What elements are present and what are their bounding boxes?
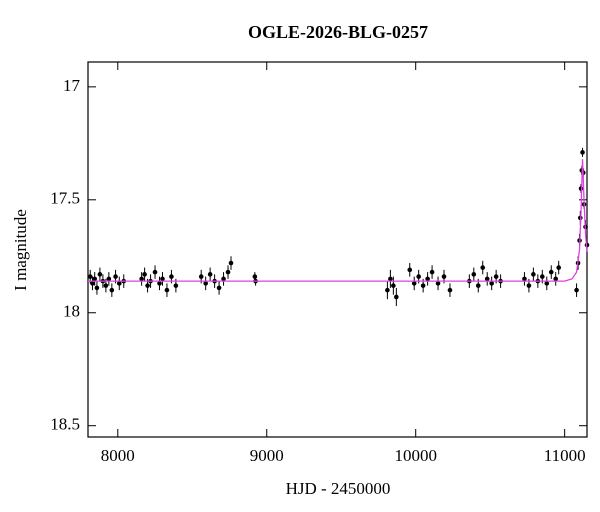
data-point	[556, 265, 561, 270]
y-tick-label: 17.5	[50, 189, 80, 208]
y-tick-label: 17	[63, 76, 81, 95]
data-point	[142, 272, 147, 277]
data-point	[531, 272, 536, 277]
data-point	[544, 281, 550, 286]
data-point	[203, 281, 208, 286]
data-point	[416, 274, 421, 279]
data-point	[207, 272, 213, 277]
data-point	[548, 269, 554, 275]
data-point	[157, 281, 162, 286]
data-point	[106, 276, 112, 282]
data-point	[553, 276, 559, 282]
data-point	[173, 283, 179, 288]
data-point	[489, 281, 494, 286]
chart-title: OGLE-2026-BLG-0257	[248, 22, 428, 42]
data-point	[391, 283, 396, 288]
data-point	[164, 287, 170, 293]
data-point	[90, 281, 95, 286]
data-point	[221, 276, 226, 282]
data-point	[580, 150, 585, 155]
data-point	[480, 265, 486, 270]
data-point	[145, 283, 150, 288]
data-point	[407, 267, 413, 273]
data-point	[92, 276, 98, 282]
data-point	[225, 269, 231, 275]
data-point	[388, 276, 393, 282]
data-point	[435, 281, 441, 286]
data-point	[411, 281, 417, 286]
data-point	[447, 287, 453, 293]
data-point	[484, 276, 490, 282]
data-point	[198, 274, 204, 279]
data-point	[252, 274, 258, 279]
data-point	[109, 287, 115, 293]
x-tick-label: 10000	[394, 446, 437, 465]
data-point	[471, 272, 477, 277]
data-point	[475, 283, 481, 288]
data-point	[493, 274, 499, 279]
data-point	[574, 287, 579, 293]
data-point	[441, 274, 447, 279]
plot-frame	[87, 61, 588, 438]
data-point	[216, 285, 222, 291]
data-point	[139, 276, 144, 282]
data-point	[228, 260, 234, 266]
x-tick-label: 9000	[250, 446, 284, 465]
data-point	[394, 294, 399, 300]
data-point	[94, 285, 100, 291]
data-point	[160, 276, 165, 282]
model-line	[88, 159, 588, 282]
y-tick-label: 18	[63, 302, 80, 321]
data-point	[385, 287, 390, 293]
y-axis-label: I magnitude	[11, 209, 30, 291]
data-point	[425, 276, 430, 282]
data-point	[116, 281, 122, 286]
data-point	[103, 283, 109, 288]
data-point	[526, 283, 532, 288]
data-point	[540, 274, 545, 279]
y-tick-label: 18.5	[50, 415, 80, 434]
x-axis-label: HJD - 2450000	[286, 479, 391, 498]
data-point	[429, 269, 435, 275]
data-point	[87, 274, 93, 279]
data-point	[113, 274, 118, 279]
data-point	[169, 274, 174, 279]
data-point	[97, 272, 103, 277]
data-point	[420, 283, 426, 288]
x-tick-label: 8000	[101, 446, 135, 465]
x-tick-label: 11000	[544, 446, 586, 465]
data-point	[152, 269, 158, 275]
data-point	[522, 276, 527, 282]
